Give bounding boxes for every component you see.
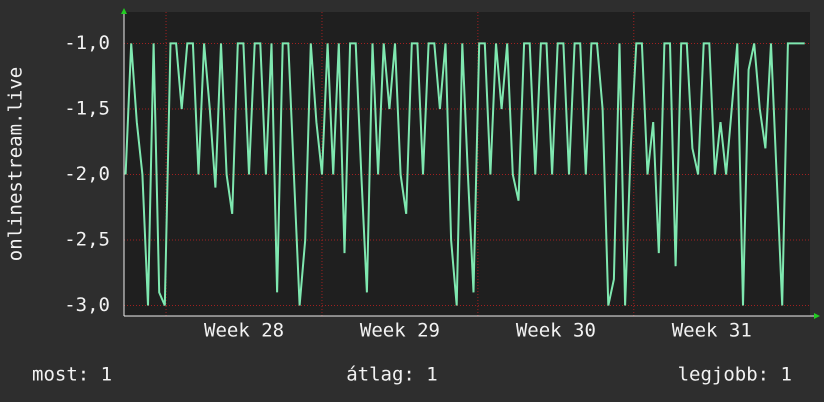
series-line — [124, 42, 805, 306]
x-tick-label: Week 29 — [360, 320, 440, 342]
y-tick-label: -1,0 — [64, 32, 110, 54]
y-tick-label: -1,5 — [64, 97, 110, 119]
x-arrow — [814, 313, 820, 319]
x-tick-label: Week 31 — [672, 320, 752, 342]
footer-stat: átlag: 1 — [346, 364, 438, 386]
x-tick-label: Week 30 — [516, 320, 596, 342]
x-tick-label: Week 28 — [204, 320, 284, 342]
y-tick-label: -2,0 — [64, 163, 110, 185]
footer-stat: legjobb: 1 — [678, 364, 792, 386]
y-axis-label: onlinestream.live — [5, 67, 27, 261]
marks — [124, 42, 805, 306]
footer-stat: most: 1 — [32, 364, 112, 386]
y-tick-label: -2,5 — [64, 229, 110, 251]
y-arrow — [121, 8, 127, 14]
y-tick-label: -3,0 — [64, 294, 110, 316]
